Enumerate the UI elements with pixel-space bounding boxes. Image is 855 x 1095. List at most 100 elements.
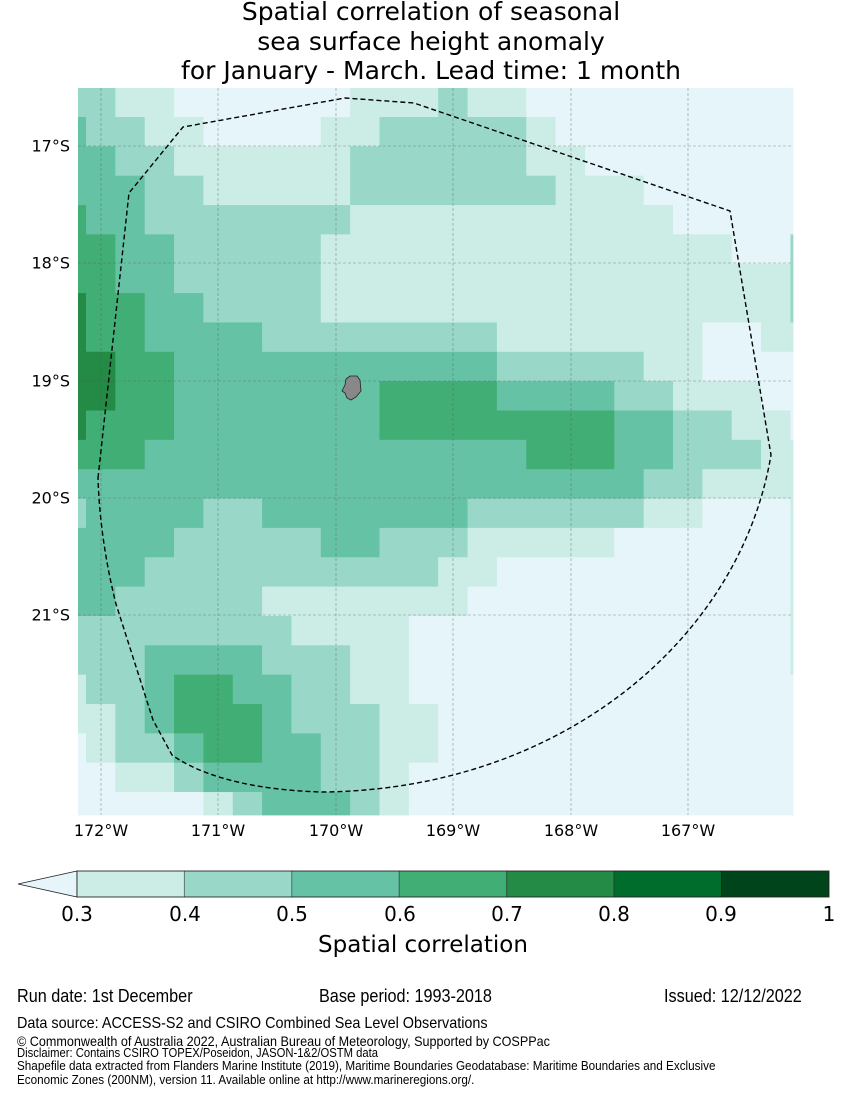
heatmap-cell bbox=[78, 263, 87, 294]
heatmap-cell bbox=[262, 381, 292, 411]
heatmap-cell bbox=[761, 146, 791, 177]
heatmap-cell bbox=[731, 322, 762, 353]
heatmap-cell bbox=[761, 704, 791, 734]
heatmap-cell bbox=[496, 293, 527, 323]
heatmap-cell bbox=[526, 557, 556, 587]
heatmap-cell bbox=[78, 674, 87, 705]
heatmap-cell bbox=[379, 498, 410, 529]
heatmap-cell bbox=[379, 586, 410, 617]
heatmap-cell bbox=[379, 351, 410, 382]
heatmap-cell bbox=[232, 351, 263, 382]
heatmap-cell bbox=[584, 175, 615, 206]
heatmap-cell bbox=[350, 733, 380, 764]
heatmap-cell bbox=[702, 234, 733, 265]
colorbar-tick-0.7: 0.7 bbox=[491, 902, 523, 926]
heatmap-cell bbox=[350, 498, 380, 529]
heatmap-cell bbox=[496, 498, 527, 529]
heatmap-cell bbox=[379, 146, 410, 177]
heatmap-cell bbox=[496, 645, 527, 676]
heatmap-cell bbox=[350, 645, 380, 676]
heatmap-cell bbox=[790, 792, 794, 816]
heatmap-cell bbox=[643, 615, 674, 646]
heatmap-cell bbox=[702, 557, 733, 587]
heatmap-cell bbox=[379, 263, 410, 294]
heatmap-cell bbox=[438, 117, 468, 147]
heatmap-cell bbox=[408, 322, 439, 353]
heatmap-cell bbox=[673, 88, 703, 118]
copyright: © Commonwealth of Australia 2022, Austra… bbox=[17, 1033, 550, 1049]
heatmap-cell bbox=[643, 205, 674, 235]
heatmap-cell bbox=[702, 381, 733, 411]
heatmap-cell bbox=[790, 674, 794, 705]
heatmap-cell bbox=[320, 704, 351, 734]
heatmap-cell bbox=[467, 410, 498, 441]
heatmap-cell bbox=[262, 586, 292, 617]
heatmap-cell bbox=[496, 88, 527, 118]
heatmap-cell bbox=[408, 615, 439, 646]
heatmap-cell bbox=[78, 792, 87, 816]
heatmap-cell bbox=[174, 205, 204, 235]
data-source: Data source: ACCESS-S2 and CSIRO Combine… bbox=[17, 1015, 488, 1032]
heatmap-cell bbox=[262, 205, 292, 235]
heatmap-cell bbox=[761, 410, 791, 441]
heatmap-cell bbox=[86, 527, 116, 558]
heatmap-cell bbox=[232, 381, 263, 411]
heatmap-cell bbox=[584, 586, 615, 617]
heatmap-cell bbox=[731, 263, 762, 294]
heatmap-cell bbox=[408, 146, 439, 177]
heatmap-cell bbox=[262, 88, 292, 118]
heatmap-cell bbox=[320, 557, 351, 587]
lon-tick-170w: 170°W bbox=[308, 821, 364, 840]
heatmap-cell bbox=[232, 117, 263, 147]
heatmap-cell bbox=[731, 469, 762, 499]
heatmap-cell bbox=[643, 381, 674, 411]
heatmap-cell bbox=[526, 645, 556, 676]
heatmap-cell bbox=[144, 615, 175, 646]
heatmap-cell bbox=[555, 498, 586, 529]
heatmap-cell bbox=[673, 117, 703, 147]
heatmap-cell bbox=[526, 410, 556, 441]
colorbar-tick-0.8: 0.8 bbox=[598, 902, 630, 926]
heatmap-cell bbox=[761, 175, 791, 206]
heatmap-cell bbox=[555, 146, 586, 177]
heatmap-cell bbox=[174, 88, 204, 118]
heatmap-cell bbox=[379, 557, 410, 587]
lon-tick-168w: 168°W bbox=[543, 821, 599, 840]
heatmap-cell bbox=[174, 645, 204, 676]
heatmap-cell bbox=[496, 322, 527, 353]
heatmap-cell bbox=[790, 381, 794, 411]
heatmap-cell bbox=[174, 293, 204, 323]
heatmap-cell bbox=[526, 498, 556, 529]
heatmap-cell bbox=[350, 410, 380, 441]
heatmap-cell bbox=[614, 322, 645, 353]
heatmap-cell bbox=[467, 586, 498, 617]
heatmap-cell bbox=[408, 469, 439, 499]
heatmap-cell bbox=[144, 175, 175, 206]
heatmap-cell bbox=[496, 351, 527, 382]
heatmap-cell bbox=[232, 88, 263, 118]
heatmap-cell bbox=[584, 117, 615, 147]
heatmap-cell bbox=[408, 175, 439, 206]
heatmap-cell bbox=[790, 351, 794, 382]
heatmap-cell bbox=[584, 439, 615, 470]
heatmap-cell bbox=[115, 557, 146, 587]
heatmap-cell bbox=[555, 117, 586, 147]
heatmap-cell bbox=[78, 704, 87, 734]
heatmap-cell bbox=[78, 175, 87, 206]
colorbar-under-triangle bbox=[17, 870, 78, 898]
run-date: Run date: 1st December bbox=[17, 986, 193, 1006]
heatmap-cell bbox=[761, 439, 791, 470]
heatmap-cell bbox=[467, 615, 498, 646]
heatmap-cell bbox=[291, 586, 322, 617]
heatmap-cell bbox=[232, 146, 263, 177]
heatmap-cell bbox=[320, 410, 351, 441]
heatmap-cell bbox=[643, 351, 674, 382]
heatmap-cell bbox=[291, 527, 322, 558]
heatmap-cell bbox=[643, 792, 674, 816]
heatmap-cell bbox=[702, 439, 733, 470]
heatmap-cell bbox=[78, 645, 87, 676]
heatmap-cell bbox=[174, 351, 204, 382]
heatmap-cell bbox=[320, 792, 351, 816]
heatmap-cell bbox=[291, 263, 322, 294]
heatmap-cell bbox=[78, 88, 87, 118]
